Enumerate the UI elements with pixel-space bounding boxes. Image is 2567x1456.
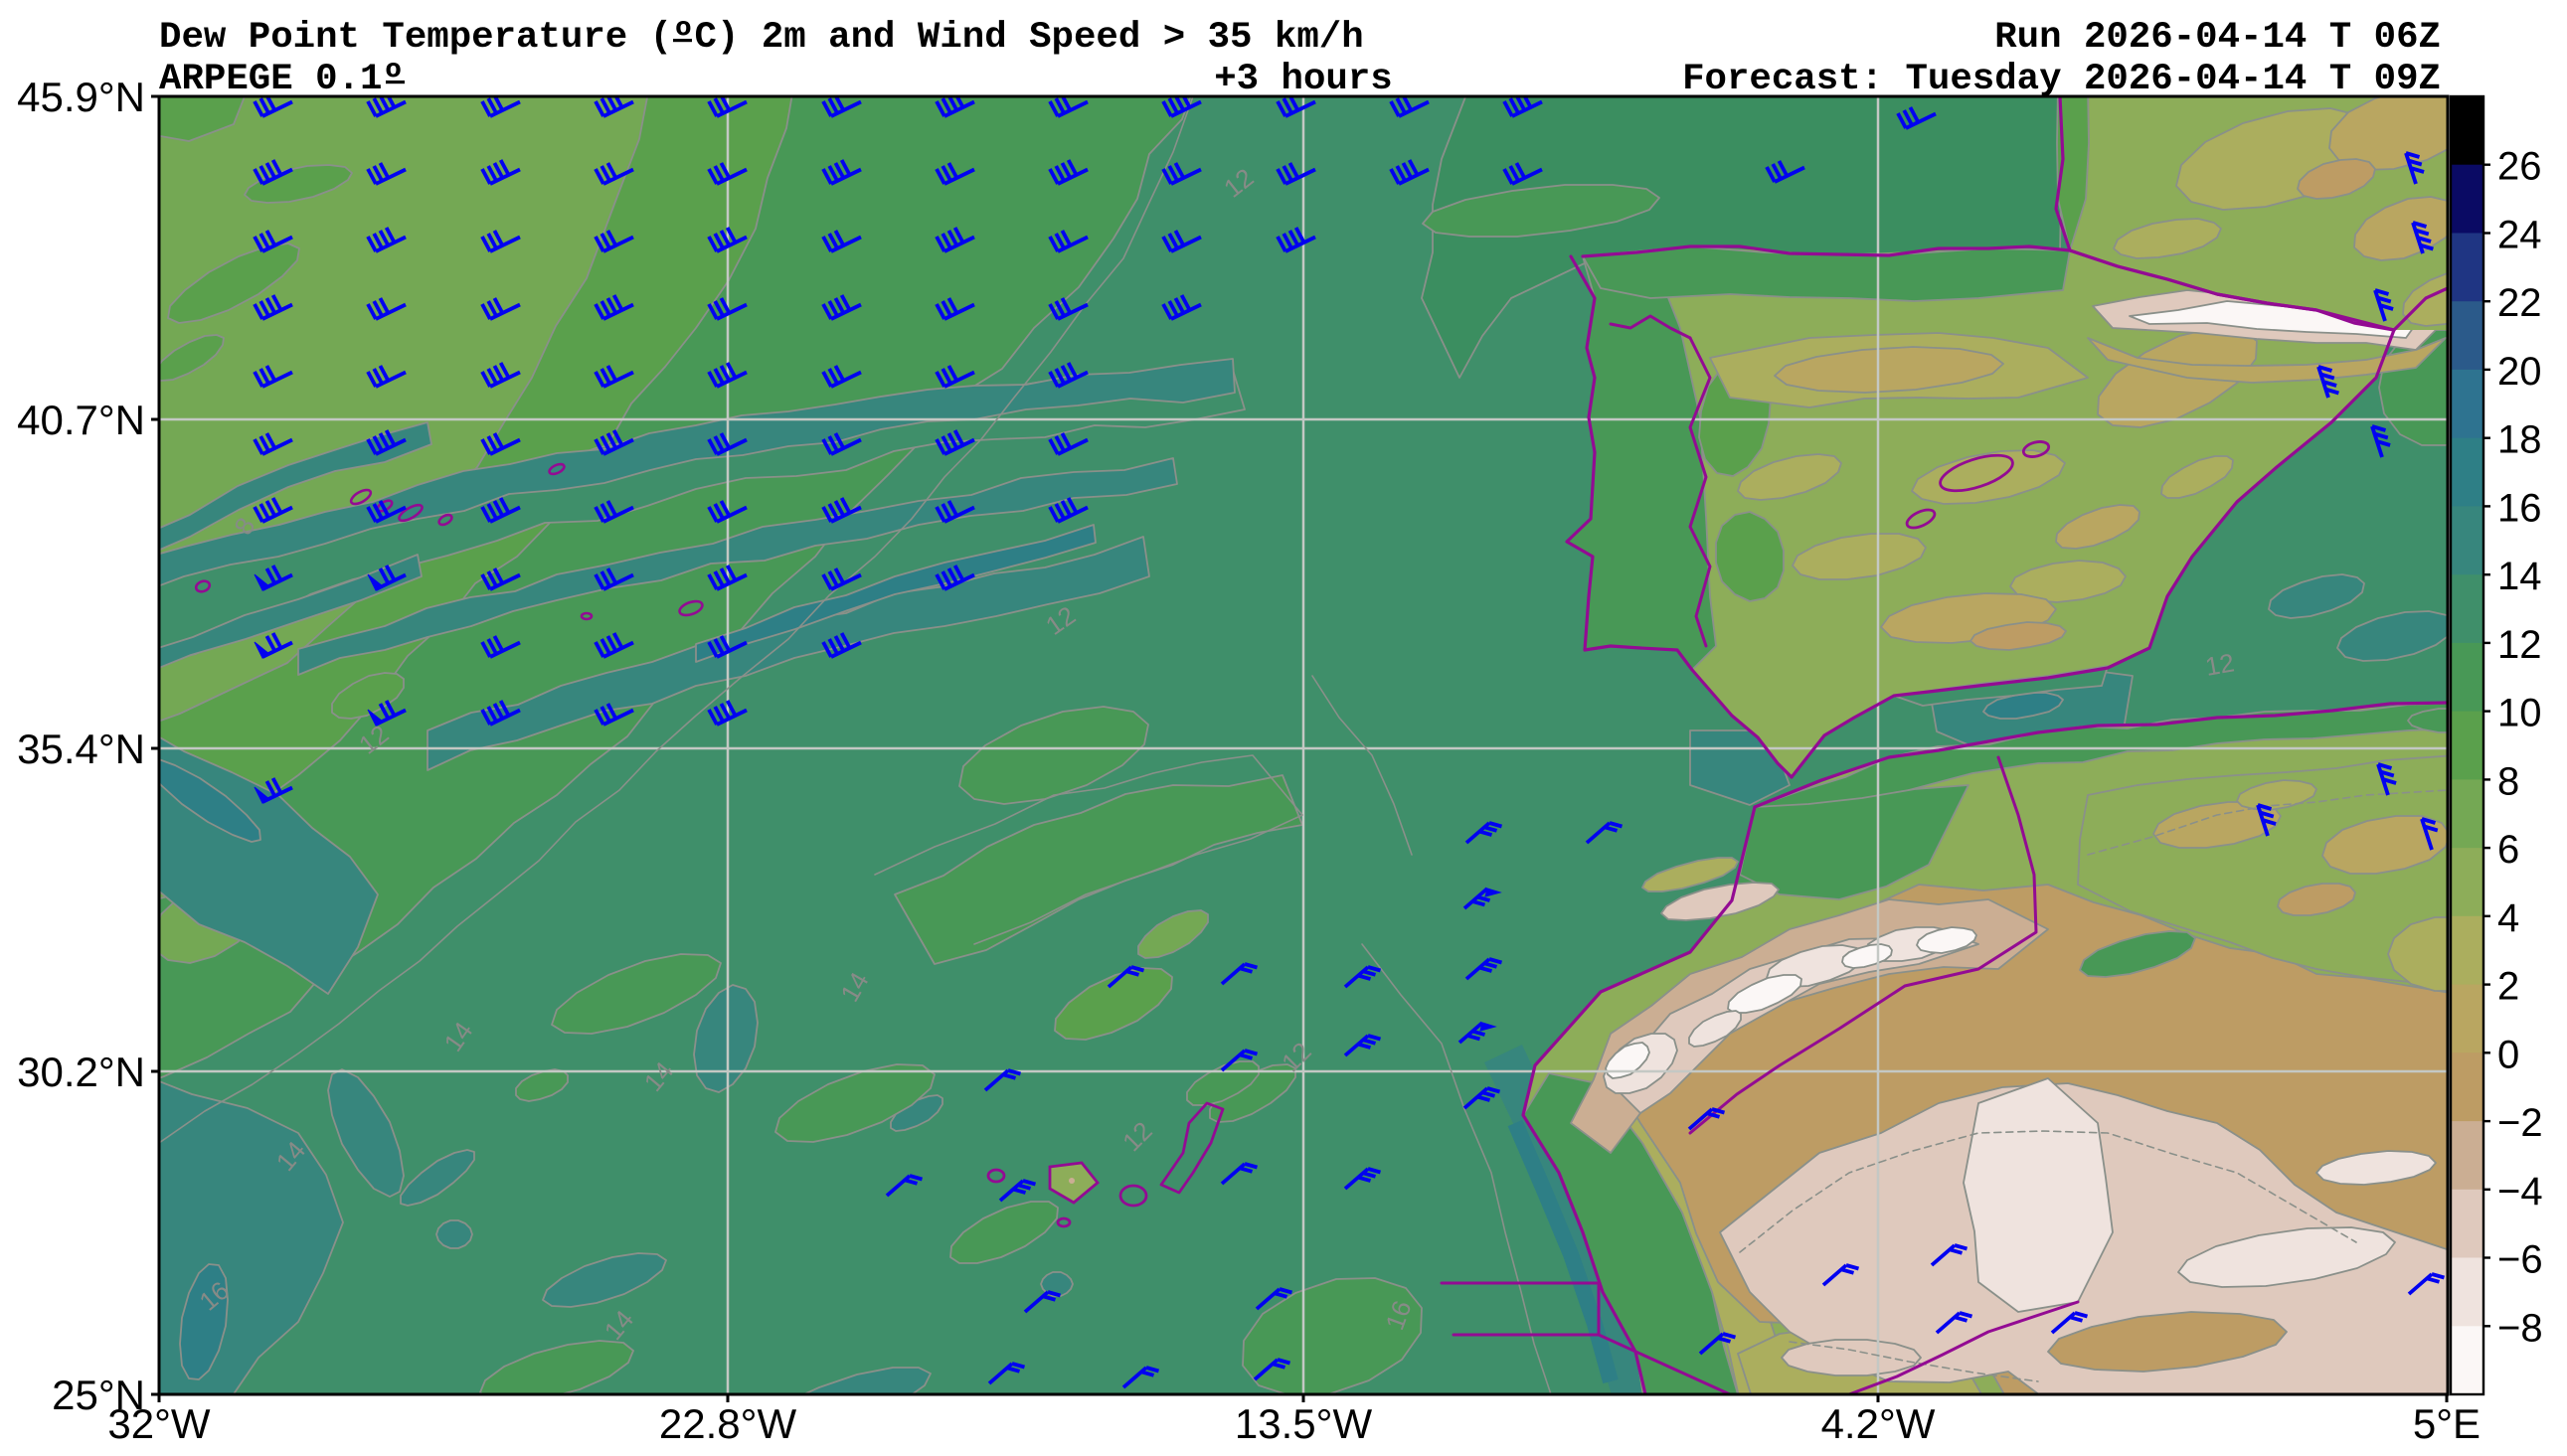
svg-text:−6: −6: [2497, 1238, 2543, 1282]
svg-text:0: 0: [2497, 1033, 2519, 1076]
svg-text:26: 26: [2497, 145, 2542, 189]
svg-text:22.8°W: 22.8°W: [659, 1400, 797, 1447]
svg-text:40.7°N: 40.7°N: [17, 397, 145, 443]
svg-text:+3 hours: +3 hours: [1214, 59, 1393, 100]
svg-text:−8: −8: [2497, 1306, 2543, 1350]
svg-text:ARPEGE 0.1º: ARPEGE 0.1º: [159, 59, 405, 100]
svg-text:10: 10: [2497, 692, 2542, 735]
svg-text:20: 20: [2497, 350, 2542, 394]
svg-text:35.4°N: 35.4°N: [17, 726, 145, 772]
svg-text:12: 12: [2497, 623, 2542, 667]
svg-text:32°W: 32°W: [107, 1400, 211, 1447]
svg-text:2: 2: [2497, 965, 2519, 1009]
svg-text:Dew Point Temperature (ºC) 2m: Dew Point Temperature (ºC) 2m and Wind S…: [159, 17, 1364, 59]
svg-text:25°N: 25°N: [52, 1372, 145, 1418]
svg-text:6: 6: [2497, 828, 2519, 872]
svg-text:30.2°N: 30.2°N: [17, 1049, 145, 1095]
svg-text:−4: −4: [2497, 1170, 2543, 1213]
svg-text:22: 22: [2497, 281, 2542, 325]
svg-text:4: 4: [2497, 896, 2519, 940]
svg-text:18: 18: [2497, 418, 2542, 462]
svg-text:13.5°W: 13.5°W: [1235, 1400, 1373, 1447]
svg-text:Forecast: Tuesday 2026-04-14 T: Forecast: Tuesday 2026-04-14 T 09Z: [1682, 59, 2441, 100]
svg-text:4.2°W: 4.2°W: [1821, 1400, 1936, 1447]
svg-text:12: 12: [2203, 647, 2237, 682]
svg-text:14: 14: [2497, 555, 2542, 598]
svg-text:5°E: 5°E: [2413, 1400, 2481, 1447]
svg-text:45.9°N: 45.9°N: [17, 74, 145, 120]
svg-text:−2: −2: [2497, 1101, 2543, 1145]
svg-text:24: 24: [2497, 214, 2542, 257]
svg-text:8: 8: [2497, 759, 2519, 803]
svg-text:Run 2026-04-14 T 06Z: Run 2026-04-14 T 06Z: [1994, 17, 2441, 59]
svg-text:16: 16: [2497, 486, 2542, 530]
